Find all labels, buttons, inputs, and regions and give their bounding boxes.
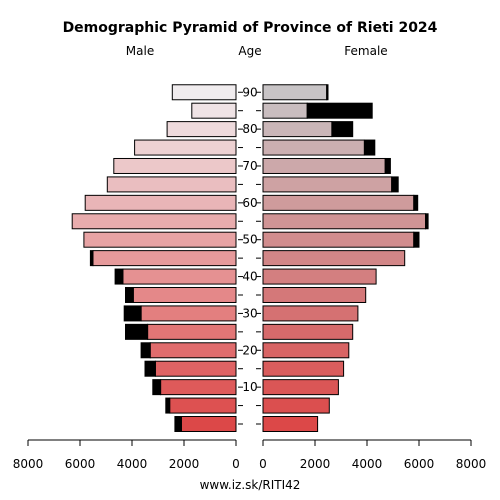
male-bar-55-59 [71, 213, 237, 230]
female-bar-70-74 [262, 157, 386, 174]
female-bar-85-89 [262, 102, 308, 119]
female-bar-5-9 [262, 397, 330, 414]
female-surplus-65-69 [391, 176, 399, 193]
female-x-tick-label: 8000 [456, 457, 487, 471]
male-bar-90+ [171, 84, 237, 101]
male-surplus-15-19 [144, 360, 156, 377]
male-bar-35-39 [132, 286, 237, 303]
male-surplus-25-29 [125, 323, 149, 340]
female-bar-25-29 [262, 323, 354, 340]
female-bar-50-54 [262, 231, 415, 248]
female-bar-30-34 [262, 305, 359, 322]
male-bar-65-69 [106, 176, 237, 193]
male-bar-40-44 [122, 268, 237, 285]
female-x-tick-label: 0 [259, 457, 267, 471]
chart-title: Demographic Pyramid of Province of Rieti… [63, 20, 438, 36]
female-bar-15-19 [262, 360, 345, 377]
male-bar-25-29 [147, 323, 237, 340]
male-bar-15-19 [154, 360, 237, 377]
female-x-tick-label: 4000 [352, 457, 383, 471]
male-label: Male [126, 44, 154, 58]
female-bar-10-14 [262, 379, 339, 396]
female-bar-20-24 [262, 342, 350, 359]
age-tick-label: 10 [242, 380, 257, 394]
female-surplus-55-59 [425, 213, 429, 230]
male-x-tick-label: 8000 [13, 457, 44, 471]
age-tick-label: 60 [242, 196, 257, 210]
male-x-tick-label: 6000 [65, 457, 96, 471]
footer-url: www.iz.sk/RITI42 [200, 478, 301, 492]
male-surplus-5-9 [165, 397, 171, 414]
male-surplus-45-49 [89, 250, 94, 267]
female-surplus-60-64 [413, 194, 419, 211]
male-bar-85-89 [191, 102, 237, 119]
male-x-tick-label: 2000 [169, 457, 200, 471]
male-surplus-35-39 [125, 286, 134, 303]
female-bar-0-4 [262, 416, 319, 432]
female-x-tick-label: 6000 [404, 457, 435, 471]
age-tick-label: 30 [242, 306, 257, 320]
male-x-tick-label: 4000 [117, 457, 148, 471]
male-surplus-40-44 [114, 268, 124, 285]
female-bar-35-39 [262, 286, 367, 303]
age-tick-label: 50 [242, 233, 257, 247]
female-surplus-70-74 [384, 157, 391, 174]
male-bar-75-79 [134, 139, 237, 156]
male-bar-30-34 [140, 305, 237, 322]
axes-layer: 10 20 30 40 50 60 70 80 90 8000 6000 4000 2000 0 0 2000… [13, 85, 487, 471]
bars-layer [71, 84, 429, 432]
male-surplus-10-14 [152, 379, 162, 396]
female-surplus-75-79 [363, 139, 376, 156]
male-bar-60-64 [84, 194, 237, 211]
male-bar-20-24 [149, 342, 237, 359]
male-surplus-20-24 [140, 342, 151, 359]
male-bar-80-84 [166, 121, 237, 138]
female-x-tick-label: 2000 [300, 457, 331, 471]
female-surplus-50-54 [413, 231, 420, 248]
female-bar-80-84 [262, 121, 333, 138]
female-surplus-80-84 [331, 121, 354, 138]
female-bar-75-79 [262, 139, 365, 156]
male-bar-0-4 [180, 416, 237, 432]
male-bar-70-74 [113, 157, 237, 174]
male-surplus-30-34 [123, 305, 142, 322]
female-bar-45-49 [262, 250, 406, 267]
age-tick-label: 80 [242, 122, 257, 136]
female-bar-65-69 [262, 176, 393, 193]
female-surplus-85-89 [306, 102, 373, 119]
age-tick-label: 70 [242, 159, 257, 173]
male-bar-5-9 [169, 397, 237, 414]
age-tick-label: 20 [242, 343, 257, 357]
female-bar-90+ [262, 84, 328, 101]
male-x-tick-label: 0 [232, 457, 240, 471]
age-tick-label: 90 [242, 85, 257, 99]
age-label: Age [238, 44, 261, 58]
male-bar-45-49 [92, 250, 237, 267]
female-bar-55-59 [262, 213, 426, 230]
female-bar-60-64 [262, 194, 415, 211]
female-surplus-90+ [326, 84, 329, 101]
male-bar-50-54 [83, 231, 237, 248]
female-label: Female [344, 44, 387, 58]
male-bar-10-14 [160, 379, 237, 396]
age-tick-label: 40 [242, 270, 257, 284]
male-surplus-0-4 [174, 416, 182, 432]
female-bar-40-44 [262, 268, 377, 285]
